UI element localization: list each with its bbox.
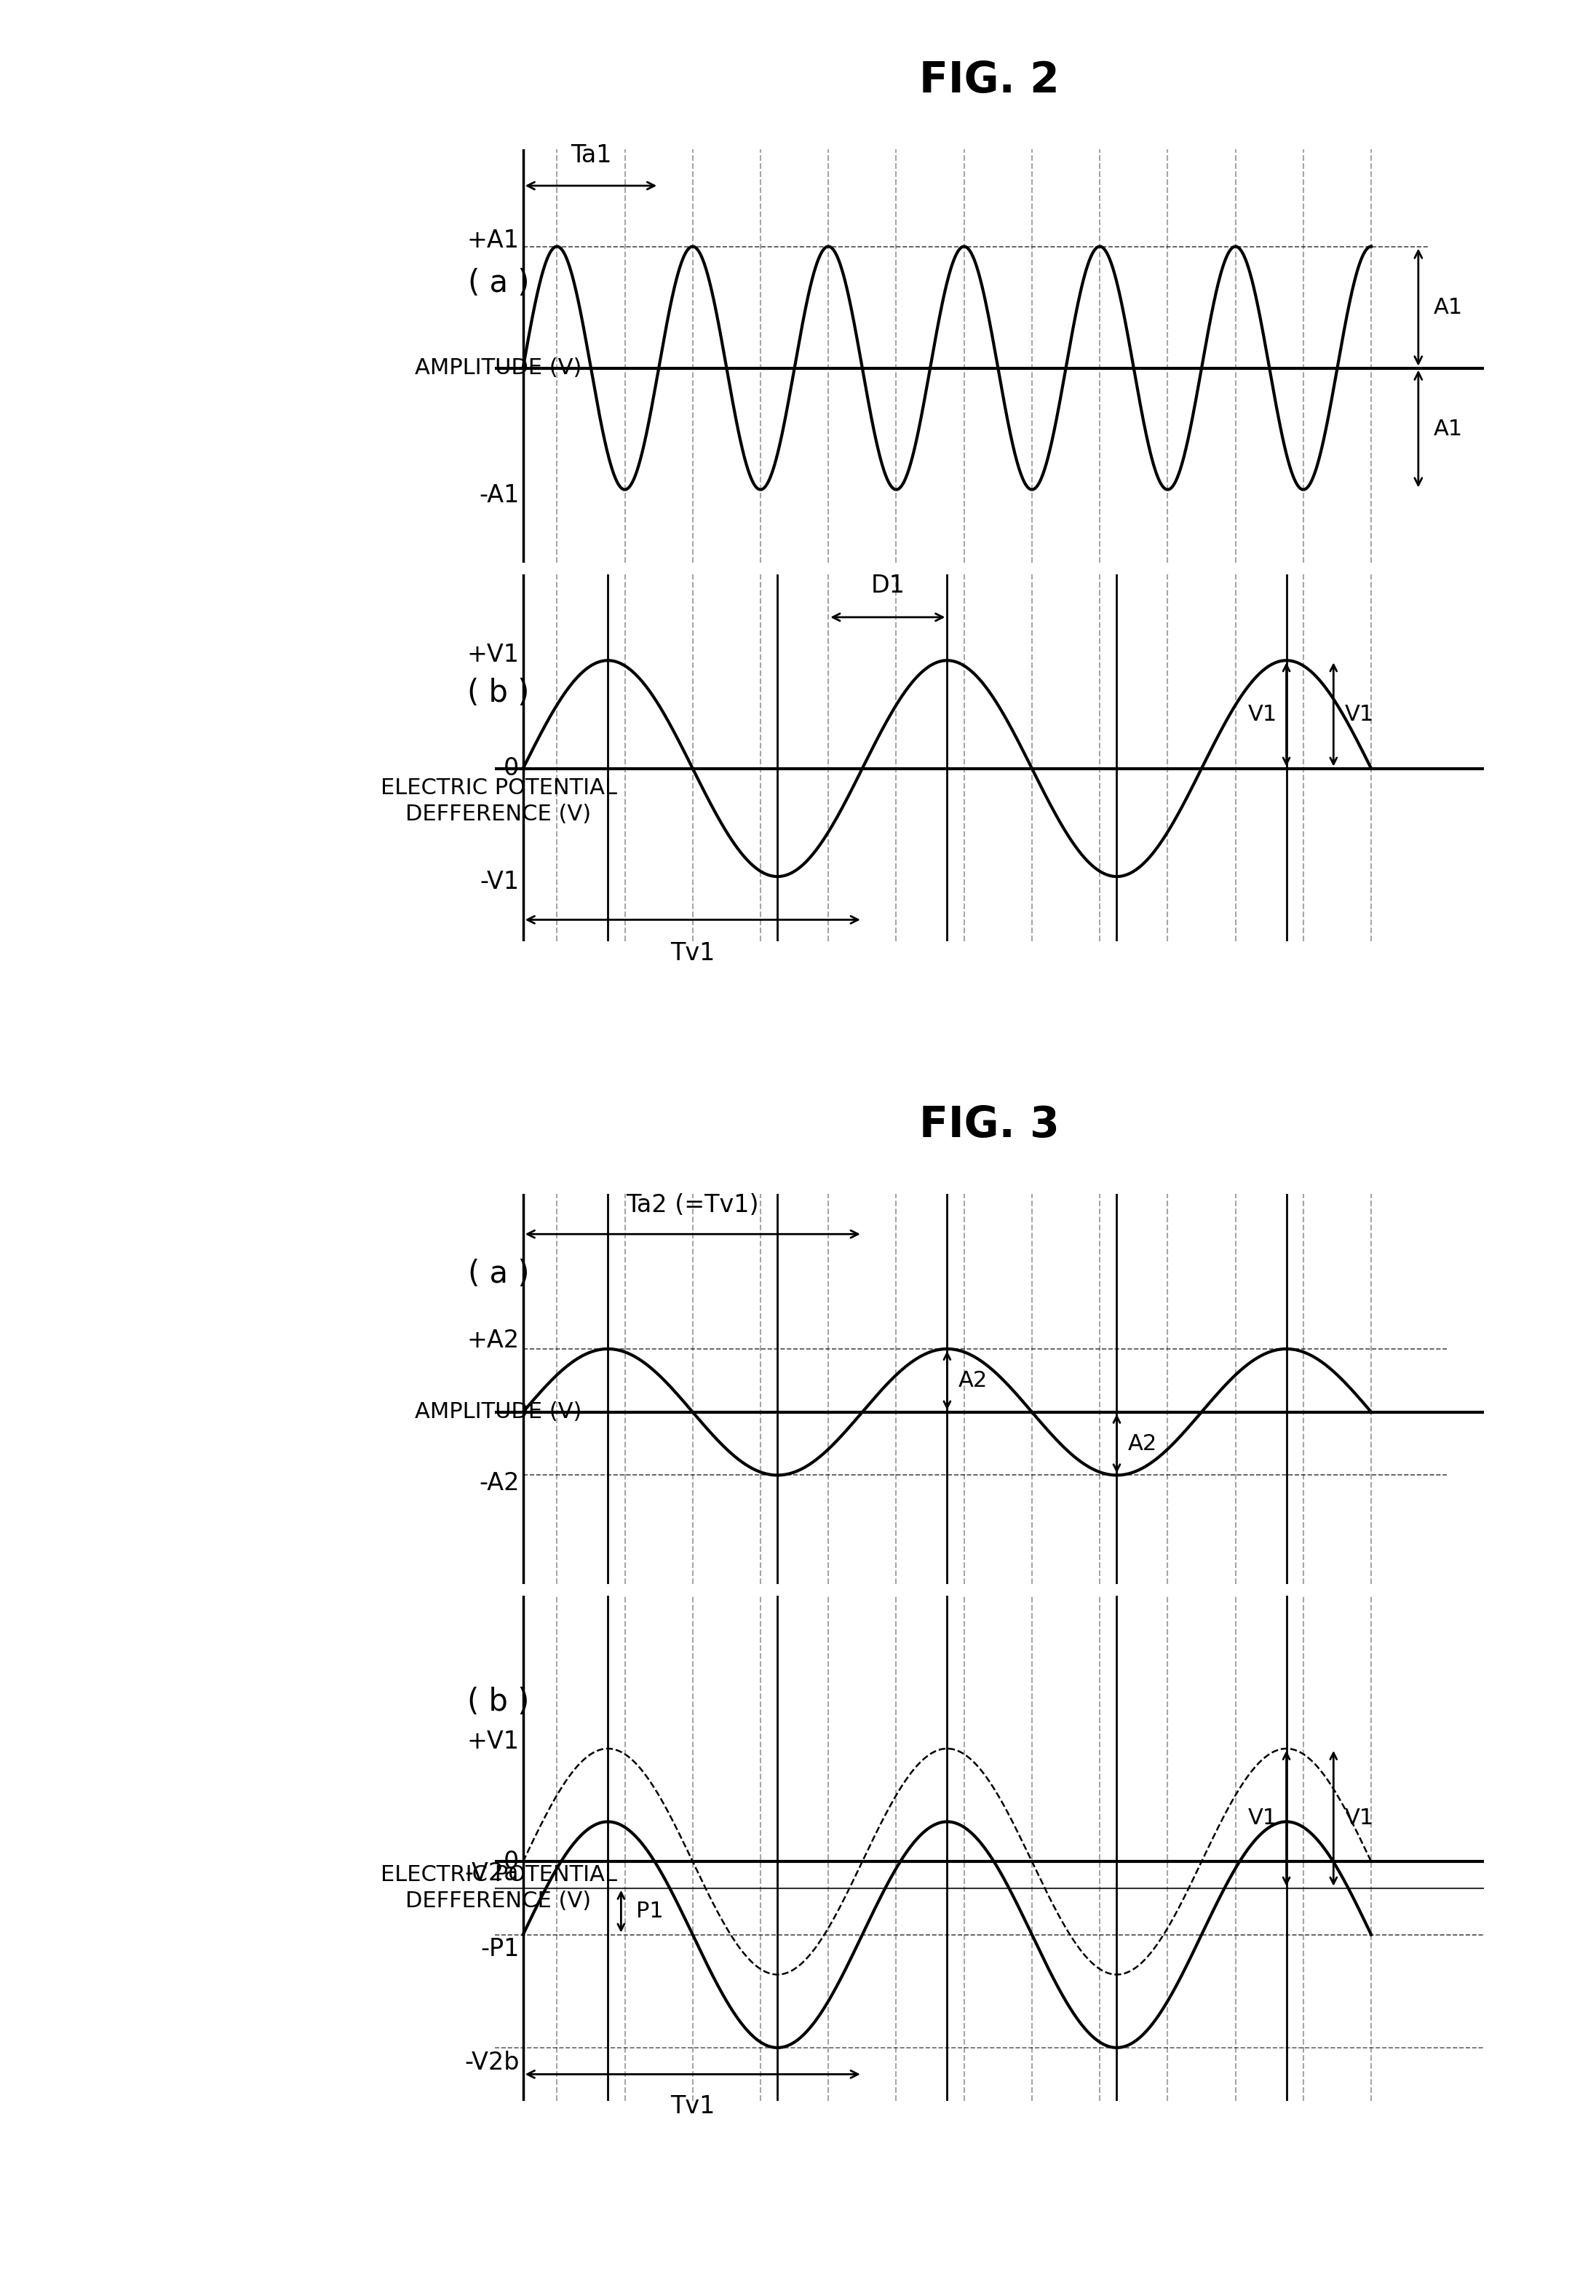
Text: V1: V1 — [1248, 705, 1277, 726]
Text: FIG. 3: FIG. 3 — [919, 1104, 1060, 1146]
Text: 0: 0 — [504, 755, 519, 781]
Text: A1: A1 — [1433, 296, 1462, 317]
Text: +A2: +A2 — [466, 1329, 519, 1352]
Text: V1: V1 — [1345, 705, 1374, 726]
Text: 0: 0 — [504, 1851, 519, 1874]
Text: -A2: -A2 — [479, 1472, 519, 1495]
Text: -P1: -P1 — [480, 1938, 519, 1961]
Text: A1: A1 — [1433, 418, 1462, 439]
Text: -V1: -V1 — [480, 870, 519, 893]
Text: +V1: +V1 — [468, 643, 519, 668]
Text: A2: A2 — [1128, 1433, 1157, 1453]
Text: AMPLITUDE (V): AMPLITUDE (V) — [415, 358, 583, 379]
Text: Ta1: Ta1 — [570, 142, 611, 168]
Text: ( a ): ( a ) — [468, 1258, 530, 1290]
Text: V1: V1 — [1248, 1807, 1277, 1830]
Text: Ta2 (=Tv1): Ta2 (=Tv1) — [626, 1194, 760, 1217]
Text: ELECTRIC POTENTIAL
DEFFERENCE (V): ELECTRIC POTENTIAL DEFFERENCE (V) — [380, 1864, 616, 1913]
Text: ELECTRIC POTENTIAL
DEFFERENCE (V): ELECTRIC POTENTIAL DEFFERENCE (V) — [380, 778, 616, 824]
Text: -A1: -A1 — [479, 484, 519, 507]
Text: V1: V1 — [1345, 1807, 1374, 1830]
Text: ( b ): ( b ) — [468, 677, 530, 707]
Text: -V2a: -V2a — [464, 1862, 519, 1885]
Text: ( a ): ( a ) — [468, 269, 530, 298]
Text: A2: A2 — [959, 1371, 988, 1391]
Text: AMPLITUDE (V): AMPLITUDE (V) — [415, 1401, 583, 1424]
Text: Tv1: Tv1 — [670, 2094, 715, 2119]
Text: D1: D1 — [871, 574, 905, 597]
Text: -V2b: -V2b — [464, 2050, 519, 2073]
Text: +V1: +V1 — [468, 1729, 519, 1754]
Text: ( b ): ( b ) — [468, 1688, 530, 1717]
Text: +A1: +A1 — [468, 227, 519, 253]
Text: P1: P1 — [637, 1901, 664, 1922]
Text: FIG. 2: FIG. 2 — [919, 60, 1060, 101]
Text: Tv1: Tv1 — [670, 941, 715, 964]
